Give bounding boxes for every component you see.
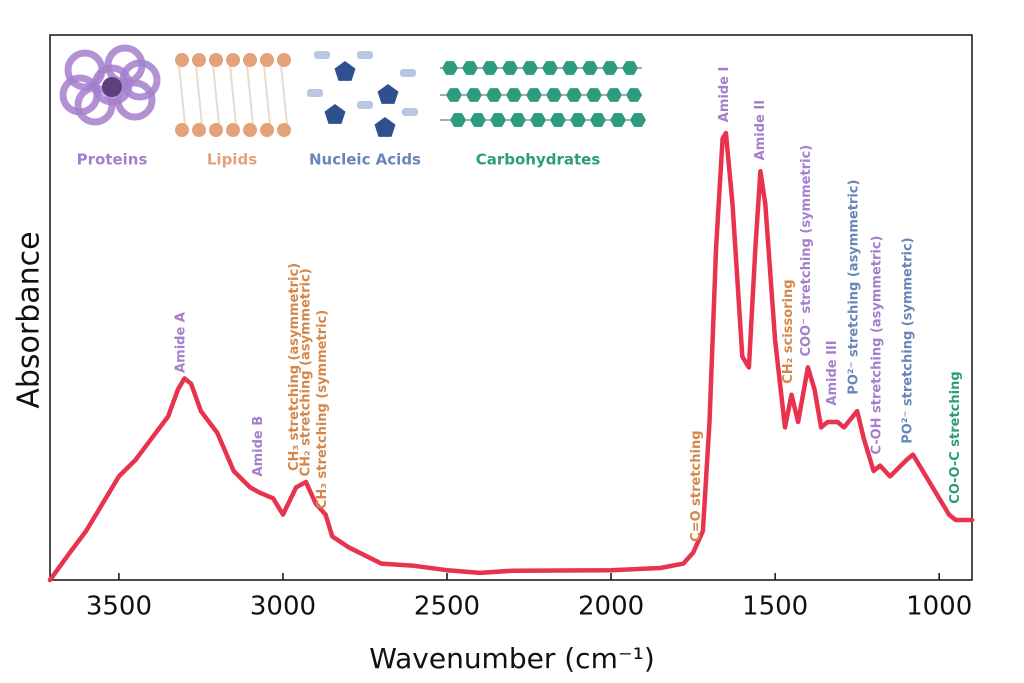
x-tick-label: 1500 bbox=[742, 592, 808, 622]
carbohydrate-icon bbox=[586, 88, 602, 102]
category-label: Nucleic Acids bbox=[309, 151, 421, 169]
protein-icon bbox=[59, 74, 101, 116]
carbohydrate-icon bbox=[450, 113, 466, 127]
lipid-icon bbox=[175, 53, 189, 67]
peak-annotation: CH₂ scissoring bbox=[781, 279, 796, 383]
carbohydrate-icon bbox=[462, 61, 478, 75]
carbohydrate-icon bbox=[522, 61, 538, 75]
carbohydrate-icon bbox=[526, 88, 542, 102]
category-label: Lipids bbox=[207, 151, 257, 169]
lipid-icon bbox=[246, 64, 254, 126]
peak-annotation: Amide A bbox=[174, 312, 189, 373]
lipid-icon bbox=[192, 123, 206, 137]
carbohydrate-icon bbox=[490, 113, 506, 127]
x-axis-label: Wavenumber (cm⁻¹) bbox=[369, 642, 655, 675]
nucleic-icon bbox=[357, 51, 373, 59]
carbohydrate-icon bbox=[566, 88, 582, 102]
lipid-icon bbox=[192, 53, 206, 67]
carbohydrate-icon bbox=[622, 61, 638, 75]
carbohydrate-icon bbox=[466, 88, 482, 102]
carbohydrate-icon bbox=[530, 113, 546, 127]
peak-annotation: CH₃ stretching (symmetric) bbox=[315, 310, 330, 509]
carbohydrate-icon bbox=[582, 61, 598, 75]
x-tick-label: 2500 bbox=[414, 592, 480, 622]
nucleic-icon bbox=[400, 69, 416, 77]
lipid-icon bbox=[229, 64, 237, 126]
nucleic-icon bbox=[374, 117, 396, 137]
x-tick-label: 1000 bbox=[906, 592, 972, 622]
nucleic-icon bbox=[402, 108, 418, 116]
lipid-icon bbox=[178, 64, 186, 126]
lipid-icon bbox=[263, 64, 271, 126]
lipid-icon bbox=[209, 53, 223, 67]
lipid-icon bbox=[226, 53, 240, 67]
protein-icon bbox=[119, 59, 161, 101]
lipid-icon bbox=[280, 64, 288, 126]
carbohydrate-icon bbox=[626, 88, 642, 102]
carbohydrate-icon bbox=[562, 61, 578, 75]
peak-annotation: CH₃ stretching (asymmetric) bbox=[287, 263, 302, 471]
peak-annotation: COO⁻ stretching (symmetric) bbox=[799, 145, 814, 357]
nucleic-icon bbox=[334, 61, 356, 81]
carbohydrate-icon bbox=[570, 113, 586, 127]
peak-annotation: CH₂ stretching (asymmetric) bbox=[298, 268, 313, 476]
x-tick-label: 2000 bbox=[578, 592, 644, 622]
peak-annotation: Amide III bbox=[825, 340, 840, 405]
lipid-icon bbox=[243, 123, 257, 137]
category-label: Proteins bbox=[77, 151, 148, 169]
carbohydrate-icon bbox=[610, 113, 626, 127]
nucleic-icon bbox=[307, 89, 323, 97]
carbohydrate-icon bbox=[486, 88, 502, 102]
x-tick-label: 3000 bbox=[250, 592, 316, 622]
nucleic-icon bbox=[324, 104, 346, 124]
peak-annotation: CO-O-C stretching bbox=[948, 371, 963, 503]
carbohydrate-icon bbox=[510, 113, 526, 127]
lipid-icon bbox=[260, 123, 274, 137]
carbohydrate-icon bbox=[606, 88, 622, 102]
peak-annotation: PO²⁻ stretching (asymmetric) bbox=[846, 180, 861, 395]
lipid-icon bbox=[277, 53, 291, 67]
category-label: Carbohydrates bbox=[476, 151, 601, 169]
lipid-icon bbox=[195, 64, 203, 126]
spectrum-line bbox=[47, 130, 975, 583]
nucleic-icon bbox=[357, 101, 373, 109]
carbohydrate-icon bbox=[502, 61, 518, 75]
lipid-icon bbox=[209, 123, 223, 137]
x-tick-label: 3500 bbox=[86, 592, 152, 622]
peak-annotation: PO²⁻ stretching (symmetric) bbox=[901, 237, 916, 443]
peak-annotation: Amide B bbox=[251, 416, 266, 477]
carbohydrate-icon bbox=[442, 61, 458, 75]
lipid-icon bbox=[212, 64, 220, 126]
peak-annotation: C=O stretching bbox=[689, 430, 704, 541]
plot-frame bbox=[49, 34, 973, 581]
peak-annotation: Amide II bbox=[753, 100, 768, 160]
lipid-icon bbox=[260, 53, 274, 67]
nucleic-icon bbox=[314, 51, 330, 59]
nucleic-icon bbox=[377, 84, 399, 104]
lipid-icon bbox=[226, 123, 240, 137]
carbohydrate-icon bbox=[550, 113, 566, 127]
peak-annotation: Amide I bbox=[717, 67, 732, 123]
lipid-icon bbox=[243, 53, 257, 67]
peak-annotation: C-OH stretching (asymmetric) bbox=[869, 235, 884, 454]
carbohydrate-icon bbox=[470, 113, 486, 127]
carbohydrate-icon bbox=[482, 61, 498, 75]
carbohydrate-icon bbox=[446, 88, 462, 102]
carbohydrate-icon bbox=[542, 61, 558, 75]
carbohydrate-icon bbox=[506, 88, 522, 102]
lipid-icon bbox=[175, 123, 189, 137]
carbohydrate-icon bbox=[630, 113, 646, 127]
carbohydrate-icon bbox=[590, 113, 606, 127]
carbohydrate-icon bbox=[546, 88, 562, 102]
y-axis-label: Absorbance bbox=[12, 231, 47, 408]
lipid-icon bbox=[277, 123, 291, 137]
carbohydrate-icon bbox=[602, 61, 618, 75]
protein-icon bbox=[102, 77, 122, 97]
